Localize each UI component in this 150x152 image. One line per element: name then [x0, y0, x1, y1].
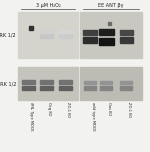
Bar — [21, 80, 34, 84]
Bar — [120, 86, 132, 90]
Bar — [84, 86, 96, 90]
Bar — [58, 29, 72, 33]
Text: wild type MDCK: wild type MDCK — [91, 102, 95, 131]
Bar — [83, 29, 97, 35]
Bar — [39, 86, 52, 90]
Text: Ocg KO: Ocg KO — [47, 102, 51, 115]
Bar — [80, 12, 142, 58]
Bar — [108, 22, 111, 25]
Bar — [120, 37, 132, 43]
Bar — [39, 29, 52, 33]
Text: iRN, Type MDCK: iRN, Type MDCK — [29, 102, 33, 131]
Text: ERK 1/2: ERK 1/2 — [0, 81, 16, 86]
Text: Oas KO: Oas KO — [107, 102, 111, 115]
Bar — [21, 86, 34, 90]
Text: ZO-1 KO: ZO-1 KO — [127, 102, 131, 117]
Bar — [29, 26, 33, 30]
Bar — [120, 29, 132, 35]
Bar — [39, 34, 52, 38]
Bar — [84, 81, 96, 83]
Bar — [58, 80, 72, 84]
Bar — [80, 67, 142, 100]
Bar — [58, 86, 72, 90]
Text: pERK 1/2: pERK 1/2 — [0, 33, 16, 38]
Bar — [100, 81, 112, 83]
Text: EE ANT βγ: EE ANT βγ — [98, 3, 124, 8]
Bar — [120, 81, 132, 83]
Bar — [99, 38, 114, 45]
Text: 3 μM H₂O₂: 3 μM H₂O₂ — [36, 3, 60, 8]
Text: ZO-1 KO: ZO-1 KO — [66, 102, 70, 117]
Bar — [83, 37, 97, 43]
Bar — [18, 12, 78, 58]
Bar — [100, 86, 112, 90]
Bar — [99, 29, 114, 35]
Bar — [58, 34, 72, 38]
Bar — [18, 67, 78, 100]
Bar — [39, 80, 52, 84]
